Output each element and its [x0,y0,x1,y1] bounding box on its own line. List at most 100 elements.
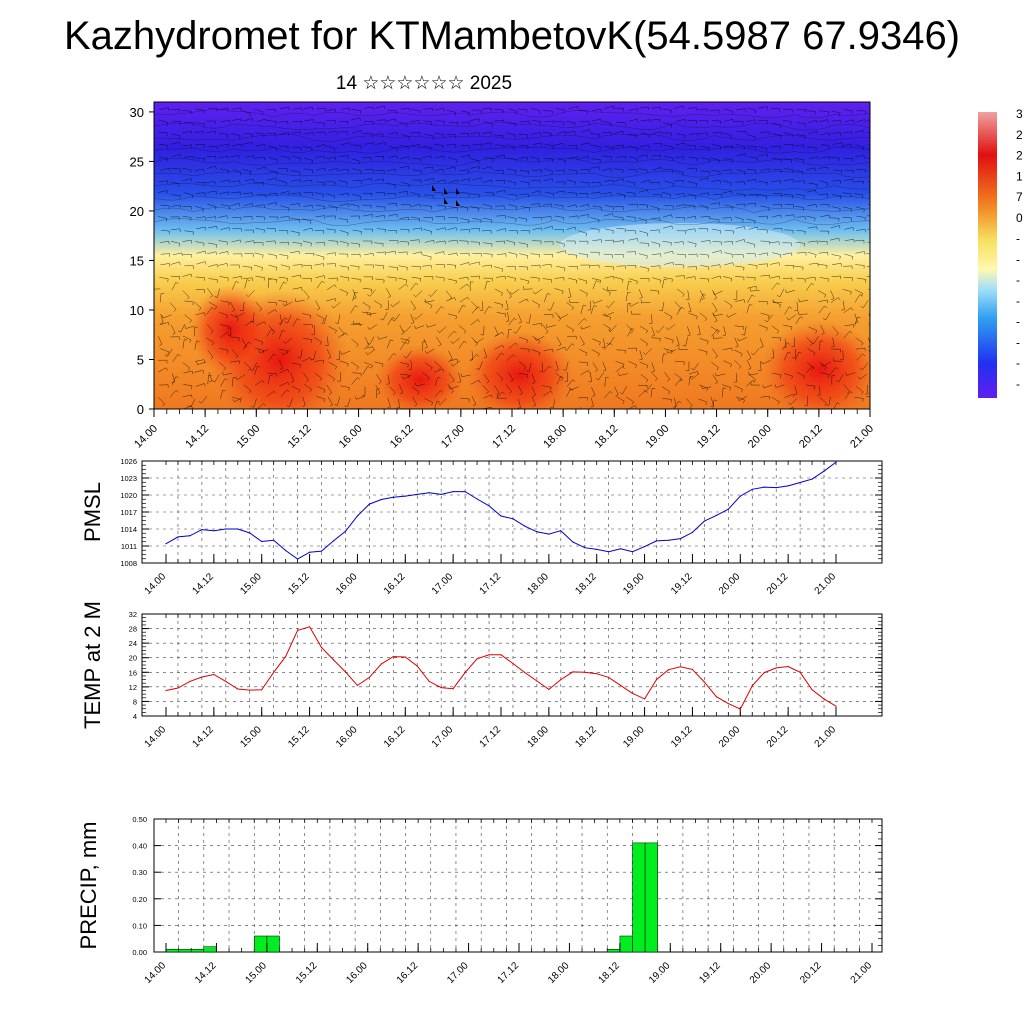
wind-barb [483,373,490,382]
wind-barb [339,192,349,196]
wind-barb-flag [177,354,181,357]
temp-data-point [392,656,394,658]
wind-barb [160,313,164,323]
wind-barb [158,397,165,405]
wind-barb [868,313,870,318]
wind-barb [367,312,377,316]
wind-barb [496,275,506,278]
wind-barb-flag [682,105,685,109]
wind-barb [424,398,433,403]
wind-barb [710,396,714,406]
wind-barb [748,226,758,230]
wind-barb [806,361,814,369]
temp-data-point [297,629,299,632]
wind-barb [374,264,384,267]
wind-barb [604,377,606,387]
wind-barb-flag [828,156,830,160]
wind-barb [638,384,648,386]
wind-barb [326,180,336,183]
wind-barb [160,348,169,353]
wind-barb-flag [432,178,435,182]
wind-barb [602,288,611,293]
wind-barb [844,253,854,257]
wind-barb-flag [408,216,410,221]
wind-barb [231,107,241,110]
wind-barb [796,216,806,218]
wind-barb [639,144,649,148]
wind-barb [866,266,870,268]
wind-barb [796,371,805,377]
pmsl-data-point [380,498,382,501]
temp-ylabel: TEMP at 2 M [80,601,105,729]
wind-barb-flag [249,369,253,371]
wind-barb-flag [204,261,207,265]
colorbar-label: 0 [1016,211,1023,225]
wind-barb [470,193,480,195]
wind-barb [351,158,361,162]
wind-barb [554,288,564,292]
temp-xtick-label: 17.12 [478,724,504,750]
wind-barb-flag [551,203,553,207]
wind-barb-flag [777,401,780,405]
wind-barb-flag [496,392,500,395]
wind-barb [543,349,553,351]
wind-barb-flag [816,131,818,135]
wind-barb [667,349,677,354]
temp-data-point [823,698,825,700]
wind-barb-flag [690,368,694,371]
wind-barb-flag [251,118,254,122]
wind-barb-flag [704,318,708,322]
wind-barb-flag [501,293,504,297]
temp-data-point [344,671,347,673]
wind-barb [766,314,773,323]
wind-barb [591,181,601,184]
wind-barb [831,254,841,257]
wind-barb [435,120,445,122]
wind-barb-flag [695,196,697,200]
wind-barb [278,276,288,279]
wind-barb-flag [688,310,692,313]
wind-barb-flag [334,404,338,406]
wind-barb-flag [861,391,864,395]
wind-barb [446,166,455,170]
wind-barb [255,204,265,207]
wind-barb [494,344,503,350]
wind-barb-flag [412,307,416,311]
wind-barb [220,378,226,387]
wind-barb [158,180,168,183]
wind-barb-flag [430,367,433,371]
wind-barb-flag [526,298,529,302]
wind-barb [338,218,348,220]
temp-data-point [440,687,442,689]
wind-barb-flag [323,263,325,267]
wind-barb-flag [743,399,745,404]
wind-barb [230,313,239,319]
wind-barb-flag [828,145,830,150]
temp-xtick-label: 18.12 [573,724,599,750]
wind-barb [716,373,725,377]
wind-barb [314,263,324,266]
temp-xtick-label: 15.12 [286,724,312,750]
wind-barb [676,336,680,346]
wind-barb [628,405,636,409]
wind-barb [863,300,869,308]
wind-barb-flag [249,113,252,117]
wind-barb [197,361,207,365]
wind-pennant [432,185,436,191]
wind-barb-flag [541,227,543,231]
pmsl-ytick-label: 1026 [120,457,137,466]
pmsl-data-point [667,539,670,541]
wind-barb-flag [347,203,350,207]
wind-barb-flag [227,155,229,160]
wind-barb [675,142,685,146]
wind-barb [303,227,312,231]
wind-barb-flag [743,299,745,303]
wind-barb-flag [419,111,421,115]
contour-line [154,206,870,213]
wind-barb [663,250,673,254]
wind-barb-flag [532,394,536,397]
temp-data-point [165,689,167,692]
wind-barb [448,157,457,161]
wind-barb [590,227,600,230]
